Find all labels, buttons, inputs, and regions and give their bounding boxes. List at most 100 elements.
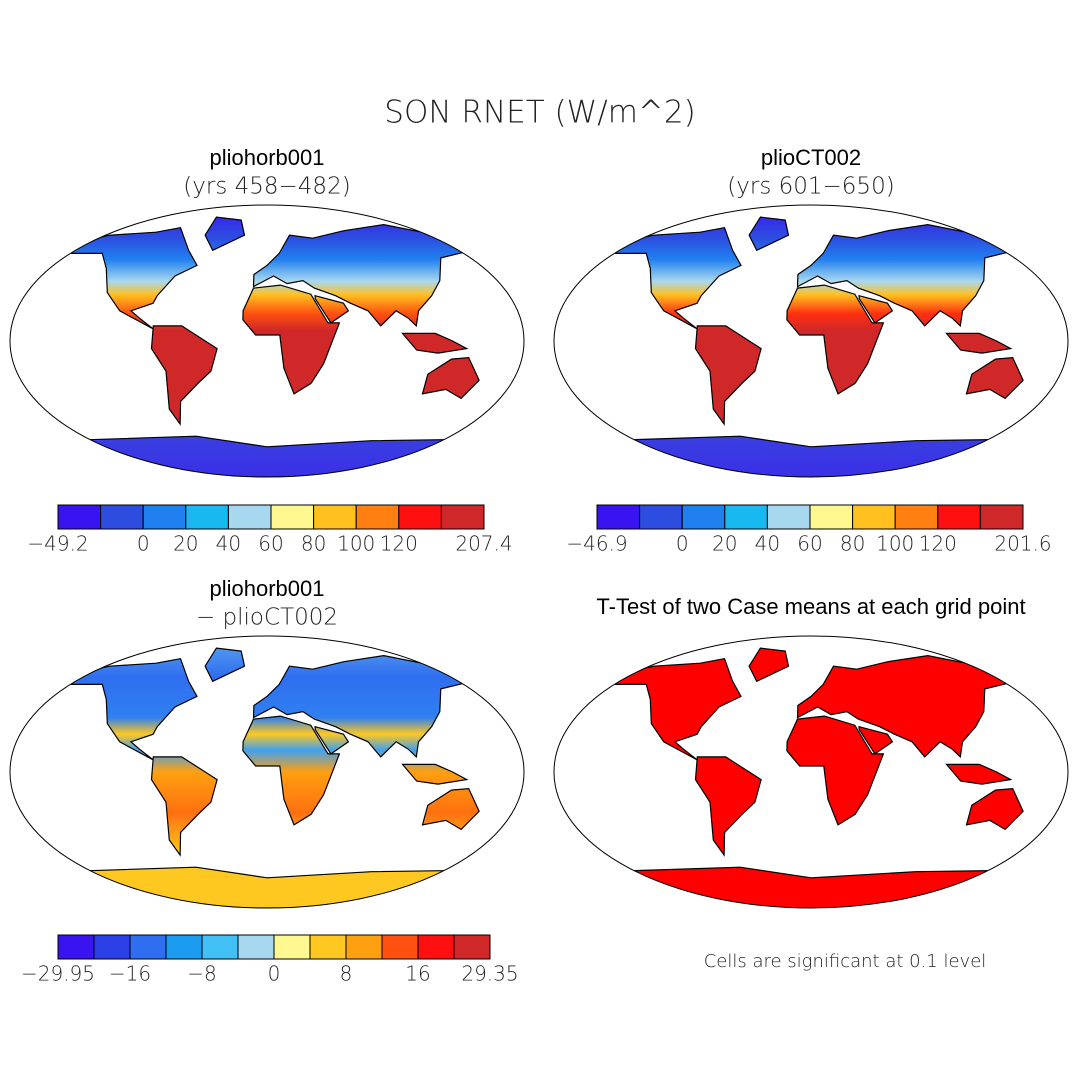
- note: Cells are significant at 0.1 level: [704, 951, 987, 972]
- map-border: [9, 635, 525, 909]
- colorbar-box: [979, 504, 1024, 530]
- colorbar-box: [270, 504, 315, 530]
- landmass: [945, 763, 1013, 785]
- map-border: [553, 635, 1069, 909]
- colorbar-box: [894, 504, 939, 530]
- landmass: [421, 356, 480, 400]
- colorbar-box: [809, 504, 854, 530]
- landmass: [786, 284, 885, 395]
- colorbar-label: 20: [173, 532, 198, 556]
- colorbar-box: [201, 934, 239, 960]
- landmass: [796, 654, 1018, 759]
- landmass: [252, 223, 474, 328]
- landmass: [314, 294, 350, 324]
- landmass: [71, 658, 198, 761]
- colorbar-box: [345, 934, 383, 960]
- landmass: [786, 715, 885, 826]
- colorbar-label: 120: [380, 532, 418, 556]
- colorbar-box: [681, 504, 726, 530]
- colorbar-box: [852, 504, 896, 530]
- colorbar-box: [185, 504, 229, 530]
- colorbar-label: 0: [137, 532, 150, 556]
- panel-title: plioCT002: [761, 145, 861, 170]
- landmass: [965, 787, 1024, 831]
- landmass: [150, 756, 218, 857]
- colorbar-box: [724, 504, 768, 530]
- landmass: [401, 332, 469, 354]
- colorbar-label: 8: [340, 962, 353, 986]
- panel-subtitle: (yrs 601−650): [727, 174, 894, 200]
- colorbar-label: 0: [676, 532, 689, 556]
- colorbar-label: −8: [187, 962, 216, 986]
- colorbar-label: 207.4: [455, 532, 512, 556]
- colorbar-box: [227, 504, 272, 530]
- landmass: [204, 216, 246, 252]
- panel-subtitle: (yrs 458−482): [183, 174, 350, 200]
- colorbar-label: 20: [712, 532, 737, 556]
- colorbar-label: 60: [258, 532, 283, 556]
- colorbar-label: −29.95: [21, 962, 95, 986]
- landmass: [858, 725, 894, 755]
- colorbar-label: 100: [337, 532, 375, 556]
- landmass: [421, 787, 480, 831]
- figure-title: SON RNET (W/m^2): [384, 95, 695, 131]
- panel-title: pliohorb001: [210, 576, 325, 601]
- landmass: [796, 223, 1018, 328]
- map: [56, 216, 480, 477]
- panel-title: T-Test of two Case means at each grid po…: [596, 594, 1025, 619]
- colorbar-box: [57, 504, 102, 530]
- colorbar-box: [766, 504, 811, 530]
- map-border: [9, 204, 525, 478]
- colorbar-box: [129, 934, 167, 960]
- landmass: [600, 435, 1023, 477]
- landmass: [748, 647, 790, 683]
- colorbar-box: [440, 504, 485, 530]
- colorbar-label: 29.35: [461, 962, 518, 986]
- colorbar-label: 40: [216, 532, 241, 556]
- landmass: [945, 332, 1013, 354]
- colorbar-box: [309, 934, 347, 960]
- landmass: [858, 294, 894, 324]
- colorbar-label: 0: [268, 962, 281, 986]
- colorbar-label: −16: [109, 962, 151, 986]
- landmass: [150, 325, 218, 426]
- colorbar-box: [596, 504, 641, 530]
- landmass: [252, 654, 474, 759]
- colorbar-label: 201.6: [994, 532, 1051, 556]
- colorbar-box: [937, 504, 981, 530]
- colorbar-label: 120: [919, 532, 957, 556]
- landmass: [401, 763, 469, 785]
- colorbar-box: [93, 934, 131, 960]
- landmass: [694, 756, 762, 857]
- colorbar-label: 100: [876, 532, 914, 556]
- colorbar-box: [273, 934, 311, 960]
- landmass: [694, 325, 762, 426]
- landmass: [615, 227, 742, 330]
- map: [600, 647, 1024, 908]
- colorbar-label: 60: [797, 532, 822, 556]
- landmass: [242, 284, 341, 395]
- colorbar-box: [313, 504, 357, 530]
- panel-subtitle: − plioCT002: [196, 605, 338, 631]
- colorbar-box: [100, 504, 144, 530]
- map: [600, 216, 1024, 477]
- panel-title: pliohorb001: [210, 145, 325, 170]
- colorbar-box: [381, 934, 419, 960]
- landmass: [204, 647, 246, 683]
- landmass: [600, 866, 1023, 908]
- map-border: [553, 204, 1069, 478]
- colorbar-box: [639, 504, 683, 530]
- colorbar-label: 80: [301, 532, 326, 556]
- colorbar-box: [142, 504, 187, 530]
- colorbar-box: [57, 934, 95, 960]
- colorbar-label: 40: [755, 532, 780, 556]
- landmass: [56, 435, 479, 477]
- colorbar-box: [355, 504, 400, 530]
- map: [56, 647, 480, 908]
- colorbar-box: [165, 934, 203, 960]
- colorbar-box: [398, 504, 442, 530]
- colorbar-box: [417, 934, 455, 960]
- landmass: [314, 725, 350, 755]
- colorbar-label: −49.2: [27, 532, 88, 556]
